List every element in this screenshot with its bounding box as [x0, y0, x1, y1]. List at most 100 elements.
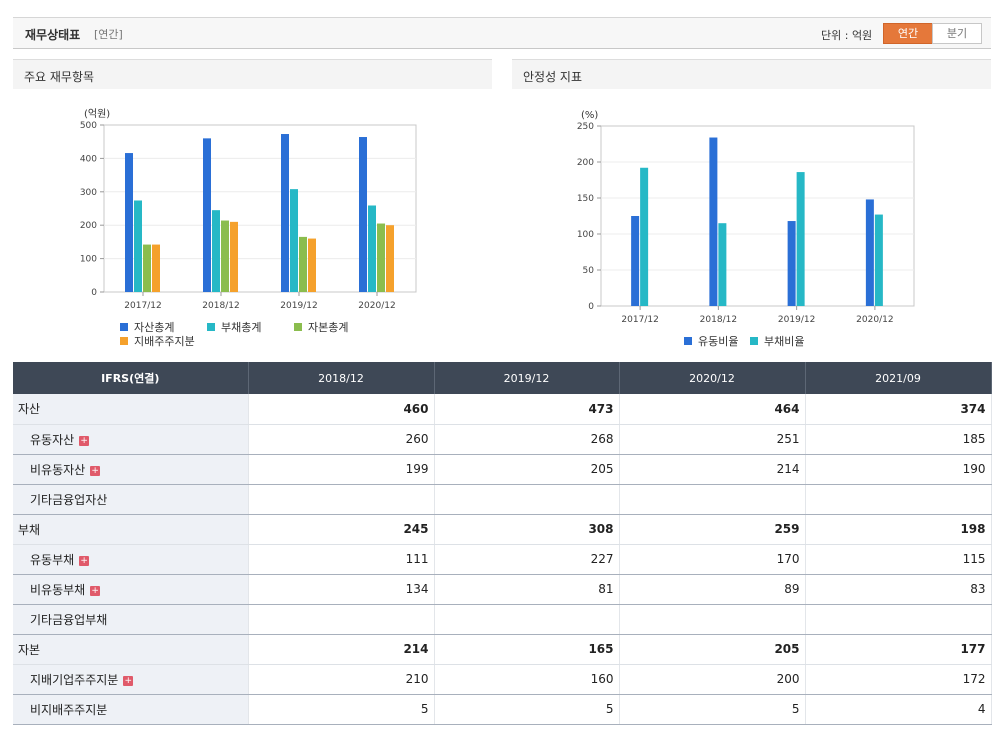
- table-cell: 81: [434, 574, 620, 605]
- table-row: 부채 245 308 259 198: [13, 514, 992, 545]
- table-row: 기타금융업부채: [13, 604, 992, 635]
- row-label: 자산: [13, 394, 249, 425]
- annual-toggle-button[interactable]: 연간: [883, 23, 933, 44]
- legend-item: 지배주주지분: [120, 333, 195, 349]
- table-cell: [805, 484, 992, 515]
- row-label: 지배기업주주지분 +: [13, 664, 249, 695]
- bar-유동비율: [787, 221, 796, 306]
- balance-sheet-table: IFRS(연결) 2018/12 2019/12 2020/12 2021/09 자산 4…: [13, 362, 992, 725]
- bar-부채비율: [640, 167, 649, 306]
- row-label: 비유동부채 +: [13, 574, 249, 605]
- expand-plus-icon[interactable]: +: [79, 435, 90, 446]
- table-cell: 214: [619, 454, 806, 485]
- legend-item: 유동비율: [684, 333, 738, 349]
- bar-부채비율: [796, 172, 805, 306]
- x-tick-label: 2017/12: [621, 315, 658, 325]
- page-subtitle: [연간]: [94, 28, 123, 41]
- header-period: 2018/12: [248, 362, 435, 394]
- table-cell: [805, 604, 992, 635]
- x-tick-label: 2020/12: [358, 301, 395, 311]
- table-cell: [619, 604, 806, 635]
- row-label: 유동자산 +: [13, 424, 249, 455]
- financial-items-chart: (억원) 0 100 200 300 400 500 2017/12 2018/12 2019/1…: [80, 108, 417, 311]
- table-cell: 4: [805, 694, 992, 725]
- table-cell: [248, 604, 435, 635]
- bar-유동비율: [631, 216, 640, 306]
- table-cell: 190: [805, 454, 992, 485]
- row-label: 기타금융업자산: [13, 484, 249, 515]
- table-cell: 260: [248, 424, 435, 455]
- left-panel-title: 주요 재무항목: [24, 70, 95, 84]
- table-header-row: IFRS(연결) 2018/12 2019/12 2020/12 2021/09: [13, 362, 992, 394]
- table-cell: 205: [434, 454, 620, 485]
- table-cell: 308: [434, 514, 620, 545]
- y-axis-label: (억원): [84, 108, 110, 120]
- bar-자본총계: [299, 236, 307, 292]
- table-row: 비유동부채 +134 81 89 83: [13, 574, 992, 605]
- table-cell: 460: [248, 394, 435, 425]
- legend-label: 자본총계: [308, 321, 349, 334]
- table-cell: 205: [619, 634, 806, 665]
- expand-plus-icon[interactable]: +: [90, 465, 101, 476]
- legend-label: 지배주주지분: [134, 335, 195, 348]
- table-cell: 464: [619, 394, 806, 425]
- y-tick-label: 150: [577, 194, 594, 204]
- bar-지배주주지분: [230, 221, 238, 292]
- legend-label: 부채비율: [764, 335, 805, 348]
- bar-유동비율: [865, 199, 874, 306]
- legend-item: 부채비율: [750, 333, 804, 349]
- table-row: 유동부채 +111 227 170 115: [13, 544, 992, 575]
- bar-지배주주지분: [386, 225, 394, 292]
- quarter-toggle-button[interactable]: 분기: [932, 23, 982, 44]
- table-cell: 259: [619, 514, 806, 545]
- row-label: 기타금융업부채: [13, 604, 249, 635]
- legend-label: 부채총계: [221, 321, 262, 334]
- table-row: 기타금융업자산: [13, 484, 992, 515]
- legend-swatch: [120, 337, 128, 345]
- table-row: 비유동자산 +199 205 214 190: [13, 454, 992, 485]
- legend-item: 자산총계: [120, 319, 174, 335]
- y-tick-label: 300: [80, 188, 97, 198]
- bar-자산총계: [125, 153, 133, 292]
- table-cell: 5: [248, 694, 435, 725]
- row-label: 비지배주주지분: [13, 694, 249, 725]
- y-tick-label: 250: [577, 122, 594, 132]
- table-cell: 198: [805, 514, 992, 545]
- table-row: 자본 214 165 205 177: [13, 634, 992, 665]
- bar-부채총계: [368, 205, 376, 292]
- y-tick-label: 0: [91, 288, 97, 298]
- table-cell: 214: [248, 634, 435, 665]
- bar-자본총계: [221, 220, 229, 292]
- table-cell: [619, 484, 806, 515]
- header-period: 2021/09: [805, 362, 992, 394]
- legend-item: 자본총계: [294, 319, 348, 335]
- header-ifrs: IFRS(연결): [13, 362, 249, 394]
- table-cell: 83: [805, 574, 992, 605]
- row-label: 비유동자산 +: [13, 454, 249, 485]
- stability-legend: 유동비율 부채비율: [684, 333, 884, 349]
- table-row: 비지배주주지분 5 5 5 4: [13, 694, 992, 725]
- legend-swatch: [750, 337, 758, 345]
- table-cell: 473: [434, 394, 620, 425]
- left-panel-header: 주요 재무항목: [13, 59, 492, 89]
- table-cell: 227: [434, 544, 620, 575]
- legend-swatch: [294, 323, 302, 331]
- table-cell: 251: [619, 424, 806, 455]
- table-cell: 172: [805, 664, 992, 695]
- table-cell: 5: [434, 694, 620, 725]
- bar-부채비율: [874, 214, 883, 306]
- x-tick-label: 2020/12: [856, 315, 893, 325]
- expand-plus-icon[interactable]: +: [90, 585, 101, 596]
- y-tick-label: 200: [80, 221, 97, 231]
- y-tick-label: 400: [80, 154, 97, 164]
- expand-plus-icon[interactable]: +: [123, 675, 134, 686]
- right-panel-header: 안정성 지표: [512, 59, 991, 89]
- header-period: 2019/12: [434, 362, 620, 394]
- expand-plus-icon[interactable]: +: [79, 555, 90, 566]
- legend-label: 유동비율: [698, 335, 739, 348]
- table-cell: [434, 484, 620, 515]
- table-cell: 245: [248, 514, 435, 545]
- page-title: 재무상태표: [25, 28, 81, 42]
- bar-지배주주지분: [152, 244, 160, 292]
